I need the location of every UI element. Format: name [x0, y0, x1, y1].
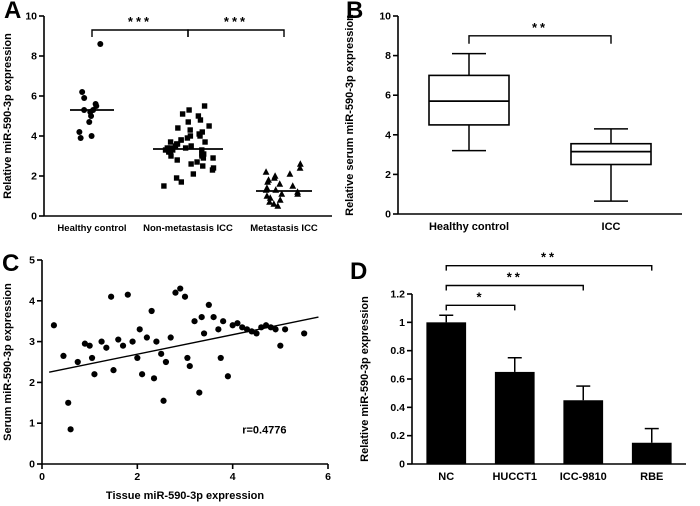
panel-a-label: A: [4, 0, 22, 24]
svg-text:0: 0: [39, 471, 45, 483]
svg-text:2: 2: [29, 377, 35, 389]
svg-text:0: 0: [29, 459, 35, 471]
svg-text:Relative miR-590-3p expression: Relative miR-590-3p expression: [2, 33, 14, 199]
svg-text:6: 6: [31, 91, 37, 103]
panel-d-axes: 0 0.2 0.4 0.6 0.8 1 1.2 Relative miR-590-3p exp…: [359, 289, 686, 471]
svg-text:8: 8: [31, 51, 37, 63]
svg-text:**: **: [532, 20, 548, 35]
panel-a-group-2: Metastasis ICC: [250, 160, 318, 234]
panel-d-bars: NC HUCCT1 ICC-9810 RBE: [426, 314, 672, 483]
panel-b-sig-0: **: [468, 20, 612, 44]
panel-a-sig-0: ***: [91, 14, 189, 37]
panel-d-bar-chart: 0 0.2 0.4 0.6 0.8 1 1.2 Relative miR-590-3p exp…: [359, 250, 686, 483]
svg-text:6: 6: [385, 90, 391, 102]
panel-b-box-1: ICC: [570, 128, 652, 233]
panel-b-box-plot: 0 2 4 6 8 10 Relative serum miR-590-3p express…: [344, 11, 682, 233]
panel-d-sig-2: **: [445, 250, 653, 271]
panel-c-scatter-plot: 0 1 2 3 4 5 0 2 4 6 Tissue miR-590-3p expression Se…: [2, 255, 331, 503]
svg-text:4: 4: [31, 131, 37, 143]
panel-a-group-0: Healthy control: [57, 41, 127, 234]
svg-text:5: 5: [29, 255, 35, 267]
svg-text:1: 1: [399, 317, 405, 329]
panel-a-sig-1: ***: [187, 14, 285, 37]
svg-text:0: 0: [31, 211, 37, 223]
panel-a-axes: 0 2 4 6 8 10 Relative miR-590-3p expression: [2, 11, 332, 223]
panel-b: B 0 2 4 6 8 10 Relative serum miR-590-3p expre…: [340, 0, 700, 250]
svg-text:2: 2: [134, 471, 140, 483]
svg-text:1: 1: [29, 418, 35, 430]
svg-text:3: 3: [29, 336, 35, 348]
svg-text:Healthy control: Healthy control: [57, 223, 126, 234]
panel-c-axes: 0 1 2 3 4 5 0 2 4 6 Tissue miR-590-3p expression Se…: [2, 255, 331, 503]
svg-text:Serum miR-590-3p expression: Serum miR-590-3p expression: [2, 283, 14, 441]
svg-text:*: *: [476, 289, 484, 304]
panel-a-group-1: Non-metastasis ICC: [143, 103, 233, 234]
panel-a-dot-plot: 0 2 4 6 8 10 Relative miR-590-3p expression Hea…: [2, 11, 332, 234]
svg-text:1.2: 1.2: [390, 289, 405, 301]
svg-text:0: 0: [385, 209, 391, 221]
panel-b-box-0: Healthy control: [428, 52, 510, 233]
svg-text:**: **: [541, 250, 557, 265]
svg-text:NC: NC: [438, 471, 454, 483]
svg-text:ICC: ICC: [602, 221, 621, 233]
svg-text:8: 8: [385, 50, 391, 62]
svg-text:Healthy control: Healthy control: [429, 221, 509, 233]
svg-text:Relative miR-590-3p expression: Relative miR-590-3p expression: [359, 296, 371, 462]
panel-c-points: [50, 285, 308, 433]
svg-text:Non-metastasis ICC: Non-metastasis ICC: [143, 223, 233, 234]
panel-a: A 0 2 4 6 8 10 Relative miR-590-3p expression H…: [0, 0, 340, 250]
svg-text:**: **: [507, 270, 523, 285]
svg-text:***: ***: [128, 14, 152, 29]
svg-text:10: 10: [379, 11, 391, 23]
svg-text:0.4: 0.4: [390, 402, 405, 414]
svg-text:Relative serum miR-590-3p expr: Relative serum miR-590-3p expression: [344, 14, 356, 216]
svg-text:0.8: 0.8: [390, 345, 405, 357]
svg-text:0.2: 0.2: [390, 430, 405, 442]
panel-c: C 0 1 2 3 4 5 0 2 4 6 Tissue miR-590-3p expression…: [0, 250, 340, 506]
panel-d-label: D: [350, 258, 368, 285]
svg-text:Tissue miR-590-3p expression: Tissue miR-590-3p expression: [106, 490, 264, 502]
panel-b-axes: 0 2 4 6 8 10 Relative serum miR-590-3p express…: [344, 11, 682, 221]
svg-text:4: 4: [29, 295, 35, 307]
svg-text:RBE: RBE: [640, 471, 663, 483]
svg-text:2: 2: [31, 171, 37, 183]
panel-b-label: B: [346, 0, 364, 24]
svg-text:4: 4: [230, 471, 236, 483]
panel-d-sig-0: *: [445, 289, 516, 311]
panel-d-sig-1: **: [445, 270, 584, 291]
svg-text:Metastasis ICC: Metastasis ICC: [250, 223, 318, 234]
svg-text:0.6: 0.6: [390, 374, 405, 386]
panel-d: D 0 0.2 0.4 0.6 0.8 1 1.2 Relative miR-590-3p e…: [340, 250, 700, 506]
svg-text:0: 0: [399, 459, 405, 471]
svg-text:10: 10: [25, 11, 37, 23]
panel-c-regression-line: [49, 316, 319, 373]
svg-text:4: 4: [385, 129, 391, 141]
svg-text:6: 6: [325, 471, 331, 483]
svg-text:2: 2: [385, 169, 391, 181]
svg-text:ICC-9810: ICC-9810: [560, 471, 607, 483]
panel-c-label: C: [2, 250, 20, 277]
panel-c-r-value: r=0.4776: [242, 424, 286, 436]
svg-text:***: ***: [224, 14, 248, 29]
svg-text:HUCCT1: HUCCT1: [492, 471, 537, 483]
